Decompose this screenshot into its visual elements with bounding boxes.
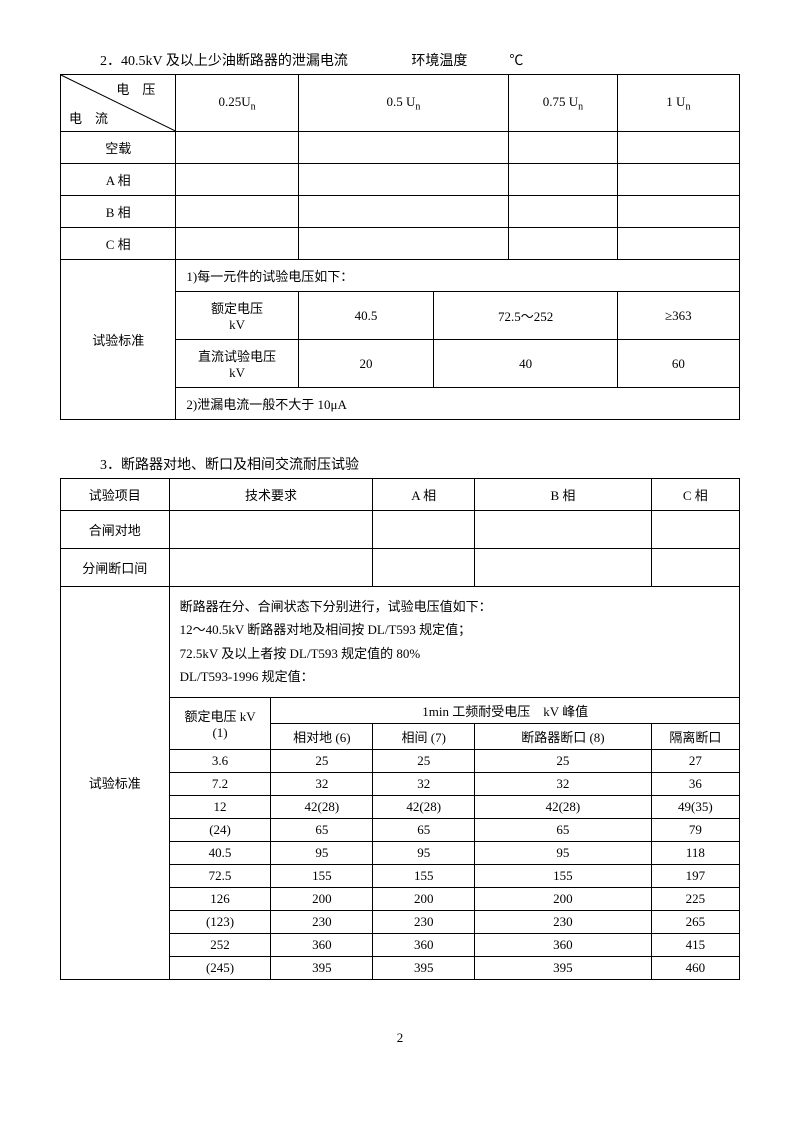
- inner-subhead: 隔离断口: [651, 723, 739, 749]
- table-row: 合闸对地: [61, 511, 740, 549]
- table-row: 分闸断口间: [61, 549, 740, 587]
- table-withstand: 试验项目 技术要求 A 相 B 相 C 相 合闸对地 分闸断口间 试验标准 断路…: [60, 478, 740, 980]
- col-header: 技术要求: [169, 479, 373, 511]
- table-row: A 相: [61, 164, 740, 196]
- table-row: 试验标准 1)每一元件的试验电压如下：: [61, 260, 740, 292]
- table-row: B 相: [61, 196, 740, 228]
- row-label: B 相: [61, 196, 176, 228]
- row-label: A 相: [61, 164, 176, 196]
- cell: ≥363: [617, 292, 739, 340]
- row-label: 合闸对地: [61, 511, 170, 549]
- page-number: 2: [60, 1030, 740, 1046]
- table-leakage: 电 压 电 流 0.25Un 0.5 Un 0.75 Un 1 Un 空载 A …: [60, 74, 740, 420]
- std-label: 试验标准: [61, 260, 176, 420]
- diagonal-header: 电 压 电 流: [61, 75, 176, 132]
- col-header: B 相: [475, 479, 652, 511]
- inner-subhead: 断路器断口 (8): [475, 723, 652, 749]
- std-notes: 断路器在分、合闸状态下分别进行，试验电压值如下： 12～40.5kV 断路器对地…: [169, 587, 739, 698]
- cell: 60: [617, 340, 739, 388]
- col-header: 0.5 Un: [298, 75, 508, 132]
- table-row: 试验项目 技术要求 A 相 B 相 C 相: [61, 479, 740, 511]
- cell: 40: [434, 340, 617, 388]
- inner-head: 1min 工频耐受电压 kV 峰值: [271, 697, 740, 723]
- inner-subhead: 相对地 (6): [271, 723, 373, 749]
- inner-subhead: 相间 (7): [373, 723, 475, 749]
- cell: 40.5: [298, 292, 434, 340]
- col-header: 0.75 Un: [509, 75, 618, 132]
- section3-title: 3．断路器对地、断口及相间交流耐压试验: [100, 454, 740, 474]
- std-note: 1)每一元件的试验电压如下：: [176, 260, 740, 292]
- table-row: 试验标准 断路器在分、合闸状态下分别进行，试验电压值如下： 12～40.5kV …: [61, 587, 740, 698]
- row-label: 空载: [61, 132, 176, 164]
- table-row: 电 压 电 流 0.25Un 0.5 Un 0.75 Un 1 Un: [61, 75, 740, 132]
- col-header: A 相: [373, 479, 475, 511]
- section2-title: 2．40.5kV 及以上少油断路器的泄漏电流 环境温度 ℃: [100, 50, 740, 70]
- cell: 72.5～252: [434, 292, 617, 340]
- row-label: C 相: [61, 228, 176, 260]
- dc-test-label: 直流试验电压kV: [176, 340, 298, 388]
- row-label: 分闸断口间: [61, 549, 170, 587]
- col-header: 0.25Un: [176, 75, 298, 132]
- cell: 20: [298, 340, 434, 388]
- table-row: C 相: [61, 228, 740, 260]
- std-note: 2)泄漏电流一般不大于 10μA: [176, 388, 740, 420]
- col-header: 1 Un: [617, 75, 739, 132]
- std-label: 试验标准: [61, 587, 170, 980]
- inner-head: 额定电压 kV(1): [169, 697, 271, 749]
- table-row: 空载: [61, 132, 740, 164]
- col-header: C 相: [651, 479, 739, 511]
- col-header: 试验项目: [61, 479, 170, 511]
- rated-v-label: 额定电压kV: [176, 292, 298, 340]
